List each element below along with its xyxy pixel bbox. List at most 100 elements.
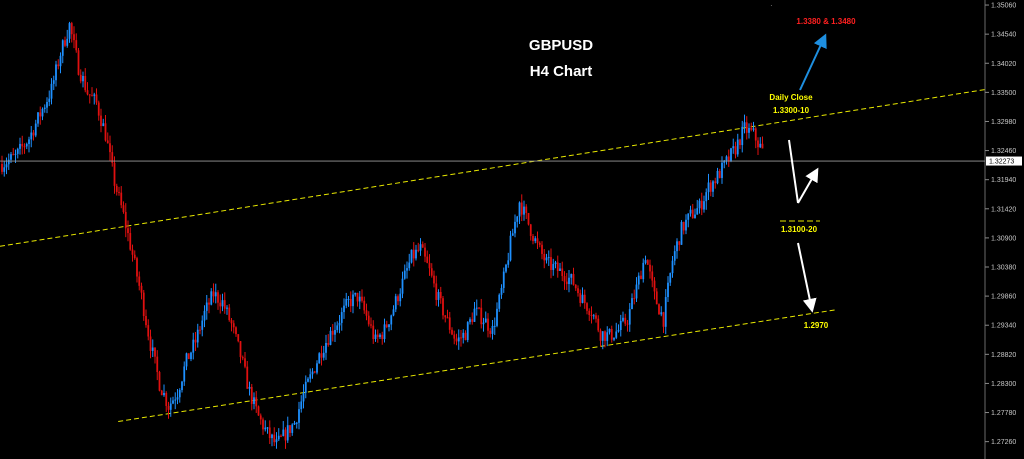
candle-bear (439, 292, 442, 299)
candle-bear (122, 205, 125, 212)
candle-bull (43, 107, 46, 109)
candle-bear (658, 304, 660, 315)
candle-bear (113, 162, 116, 186)
channel-upper-line (0, 89, 986, 247)
candle-bull (354, 292, 357, 295)
candle-bull (406, 268, 408, 271)
candles (1, 21, 764, 449)
candle-bear (691, 209, 694, 219)
candle-bull (637, 275, 640, 285)
candle-bull (151, 347, 154, 351)
candle-bear (739, 139, 741, 146)
candle-bull (345, 299, 348, 306)
candle-bull (16, 148, 19, 154)
candle-bull (741, 126, 744, 146)
candle-bear (718, 170, 721, 178)
candle-bull (14, 153, 17, 155)
candle-bear (91, 95, 93, 97)
candle-bear (460, 337, 462, 339)
candle-bear (127, 228, 129, 234)
candle-bear (464, 332, 467, 341)
candle-bull (340, 312, 343, 323)
y-tick-label: 1.34540 (991, 32, 1016, 39)
candle-bull (358, 296, 361, 302)
candle-bull (399, 293, 402, 302)
candle-bear (235, 327, 237, 335)
candle-bear (165, 392, 168, 406)
candle-bear (577, 288, 579, 294)
candle-bull (498, 294, 501, 309)
candle-bull (253, 397, 255, 404)
candle-bull (25, 143, 28, 147)
y-tick-label: 1.32460 (991, 148, 1016, 155)
target-label: 1.3380 & 1.3480 (796, 17, 856, 26)
candle-bear (453, 334, 456, 339)
candle-bear (131, 249, 134, 255)
candle-bull (748, 127, 750, 133)
candle-bear (754, 128, 757, 141)
candle-bear (208, 302, 210, 305)
candle-bull (631, 298, 633, 310)
candle-bear (446, 317, 449, 319)
y-tick-label: 1.31420 (991, 206, 1016, 213)
chart-title: GBPUSD (529, 37, 593, 54)
candle-bear (349, 298, 352, 307)
candle-bear (471, 319, 474, 322)
support-2-label: 1.2970 (804, 321, 829, 330)
candle-bear (370, 324, 372, 326)
candle-bull (50, 83, 53, 99)
candle-bull (282, 429, 285, 436)
candle-bull (673, 251, 676, 261)
candle-bull (502, 271, 505, 288)
candle-bear (77, 50, 80, 75)
candle-bear (133, 254, 136, 259)
candle-bull (500, 287, 503, 295)
candle-bull (163, 392, 165, 396)
daily-close-label: Daily Close (769, 93, 813, 102)
corner-marker: · (770, 1, 773, 10)
candle-bull (5, 164, 8, 168)
candle-bull (214, 292, 217, 297)
candle-bear (88, 94, 91, 96)
candle-bear (426, 256, 429, 263)
price-axis-ticks: 1.35060 1.34540 1.34020 1.33500 1.32980 1.324… (985, 3, 1016, 446)
candle-bull (271, 434, 273, 439)
candle-bear (428, 262, 431, 269)
candle-bull (703, 201, 705, 210)
candle-bear (556, 262, 559, 271)
candle-bull (10, 154, 12, 160)
current-price-label: 1.32273 (989, 159, 1014, 166)
candle-bull (192, 339, 195, 353)
candle-bear (662, 312, 665, 327)
candle-bull (338, 322, 341, 326)
candle-bull (102, 123, 105, 126)
candle-bull (554, 262, 557, 264)
candle-bull (46, 101, 48, 108)
candle-bull (473, 308, 476, 322)
candle-bull (183, 366, 186, 382)
candle-bull (664, 297, 667, 327)
candle-bear (142, 292, 145, 316)
candle-bear (32, 132, 35, 136)
candle-bear (361, 296, 363, 301)
candle-bear (241, 357, 244, 359)
candle-bear (529, 224, 532, 236)
candle-bull (660, 312, 663, 315)
candle-bear (356, 292, 359, 302)
candle-bear (682, 221, 685, 231)
candle-bear (520, 202, 523, 215)
candle-bull (516, 216, 519, 222)
candle-bull (298, 409, 300, 423)
candle-bear (106, 140, 109, 144)
candle-bull (325, 342, 327, 353)
candle-bull (334, 329, 336, 335)
candle-bear (244, 358, 246, 367)
candle-bear (604, 331, 606, 341)
candle-bull (410, 249, 413, 263)
candle-bull (457, 337, 460, 342)
candle-bear (111, 152, 114, 163)
y-tick-label: 1.32980 (991, 119, 1016, 126)
candle-bull (759, 143, 762, 148)
candle-bull (462, 332, 465, 338)
